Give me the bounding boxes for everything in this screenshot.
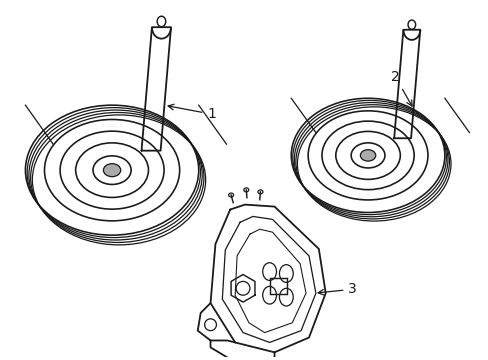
- Text: 3: 3: [317, 282, 356, 296]
- Bar: [269, 278, 287, 294]
- Text: 1: 1: [168, 104, 216, 121]
- Ellipse shape: [103, 164, 121, 177]
- Ellipse shape: [360, 150, 375, 161]
- Text: 2: 2: [390, 70, 411, 106]
